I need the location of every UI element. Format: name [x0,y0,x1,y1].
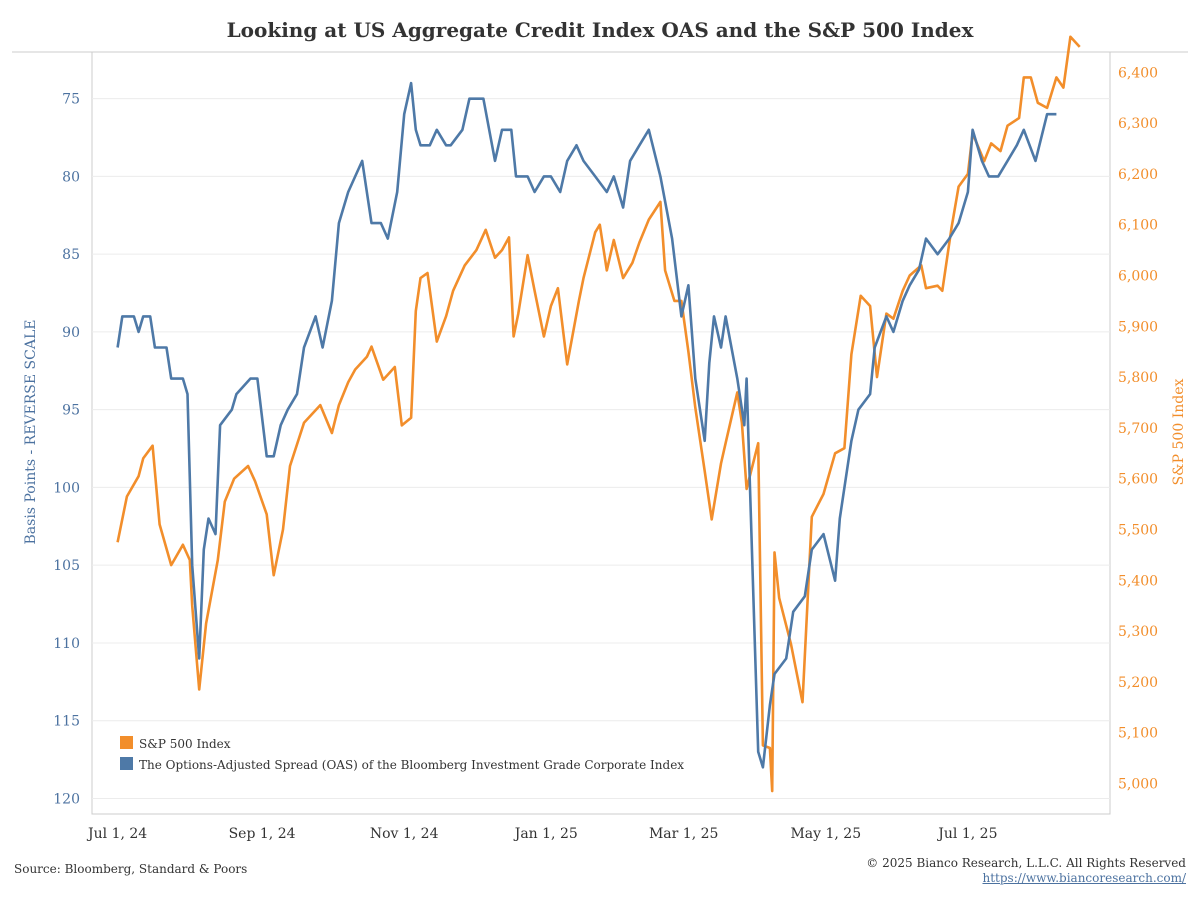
left-tick-label: 90 [62,325,80,341]
left-tick-label: 85 [62,247,80,263]
left-tick-label: 75 [62,92,80,108]
legend-label-oas: The Options-Adjusted Spread (OAS) of the… [139,758,684,772]
x-tick-label: Jul 1, 25 [936,826,997,842]
right-axis: 5,000 5,100 5,200 5,300 5,400 5,500 5,600 5,700… [1118,65,1158,792]
left-tick-label: 100 [53,480,80,496]
copyright-text: © 2025 Bianco Research, L.L.C. All Right… [866,856,1186,870]
oas-series-line [116,81,1057,769]
right-tick-label: 6,400 [1118,65,1158,81]
right-tick-label: 5,200 [1118,675,1158,691]
x-tick-label: Sep 1, 24 [229,826,296,842]
x-axis: Jul 1, 24 Sep 1, 24 Nov 1, 24 Jan 1, 25 Mar … [86,826,997,842]
source-note: Source: Bloomberg, Standard & Poors [14,862,248,876]
copyright-block: © 2025 Bianco Research, L.L.C. All Right… [866,856,1186,886]
legend-swatch-oas [120,757,133,770]
plot-area [91,51,1111,815]
left-tick-label: 120 [53,791,80,807]
right-tick-label: 5,100 [1118,726,1158,742]
right-tick-label: 5,800 [1118,370,1158,386]
chart-title: Looking at US Aggregate Credit Index OAS… [227,18,975,42]
series-layer [116,35,1081,793]
website-link[interactable]: https://www.biancoresearch.com/ [982,871,1186,885]
right-tick-label: 6,300 [1118,116,1158,132]
right-tick-label: 5,700 [1118,421,1158,437]
legend: S&P 500 Index The Options-Adjusted Sprea… [120,736,684,772]
left-axis-title: Basis Points - REVERSE SCALE [23,320,39,545]
right-axis-title: S&P 500 Index [1171,379,1187,486]
x-tick-label: Mar 1, 25 [649,826,718,842]
right-tick-label: 5,600 [1118,472,1158,488]
sp500-series-line [116,35,1081,793]
legend-label-sp500: S&P 500 Index [139,737,231,751]
x-tick-label: Jan 1, 25 [513,826,578,842]
right-tick-label: 5,400 [1118,573,1158,589]
right-tick-label: 6,200 [1118,167,1158,183]
left-tick-label: 105 [53,558,80,574]
right-tick-label: 5,500 [1118,523,1158,539]
legend-swatch-sp500 [120,736,133,749]
left-tick-label: 95 [62,403,80,419]
x-tick-label: May 1, 25 [790,826,861,842]
right-tick-label: 5,900 [1118,319,1158,335]
x-tick-label: Nov 1, 24 [370,826,439,842]
left-tick-label: 115 [53,714,80,730]
left-axis: 75 80 85 90 95 100 105 110 115 120 [53,92,80,808]
right-tick-label: 6,100 [1118,218,1158,234]
right-tick-label: 6,000 [1118,269,1158,285]
right-tick-label: 5,000 [1118,777,1158,793]
x-tick-label: Jul 1, 24 [86,826,147,842]
left-tick-label: 110 [53,636,80,652]
right-tick-label: 5,300 [1118,624,1158,640]
left-tick-label: 80 [62,169,80,185]
